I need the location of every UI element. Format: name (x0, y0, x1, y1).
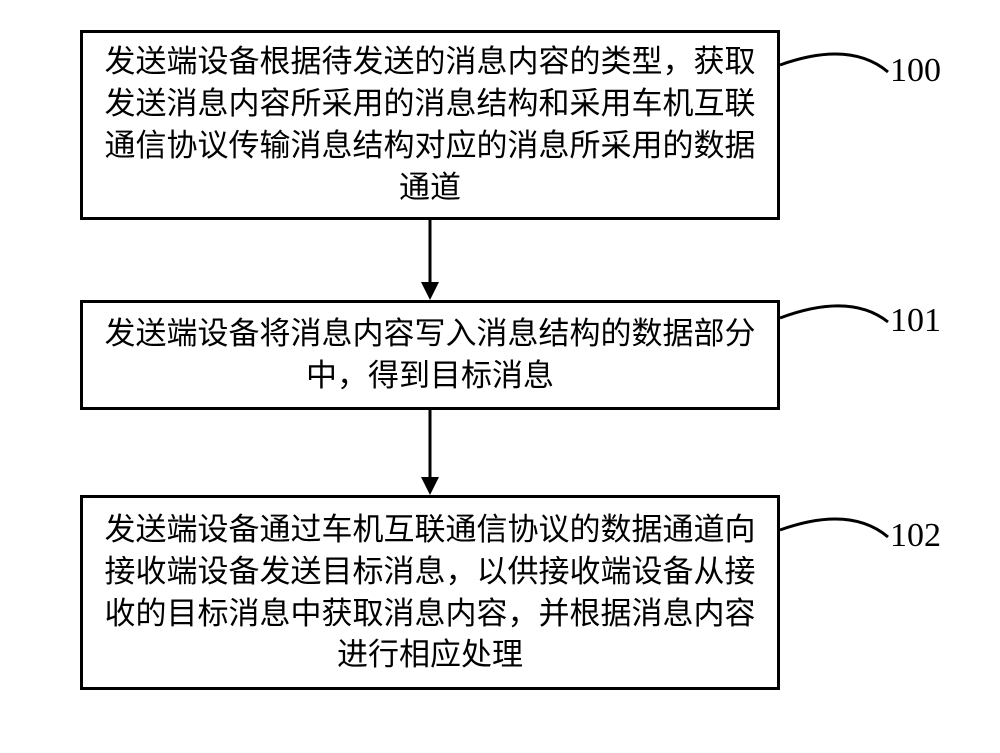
leader-line-102 (0, 0, 1000, 753)
flow-label-102: 102 (890, 517, 941, 555)
flowchart-canvas: 发送端设备根据待发送的消息内容的类型，获取发送消息内容所采用的消息结构和采用车机… (0, 0, 1000, 753)
